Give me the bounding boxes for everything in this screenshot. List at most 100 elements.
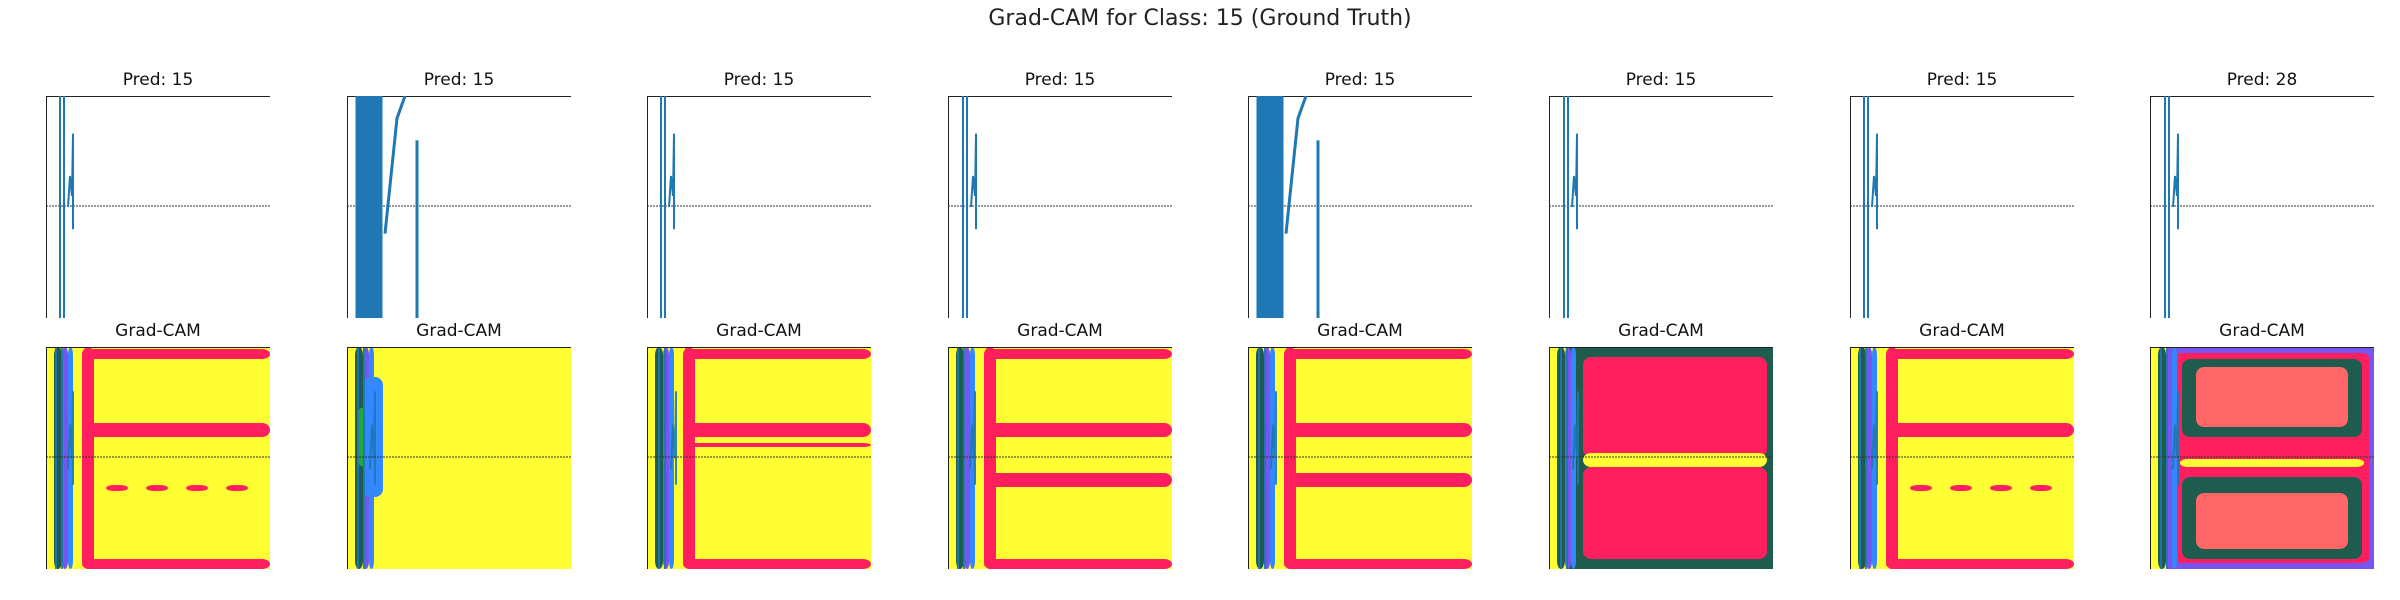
signal-plot <box>2150 96 2374 318</box>
heatmap-band-middle <box>1284 473 1472 487</box>
signal-dense <box>355 96 419 318</box>
signal-spikes <box>55 347 74 569</box>
signal-series <box>1563 96 1578 318</box>
signal-line <box>383 96 407 234</box>
heatmap-blob <box>1950 485 1972 491</box>
signal-dense <box>1256 96 1320 318</box>
signal-plot <box>1850 96 2074 318</box>
heatmap-band-middle <box>82 423 270 437</box>
gradcam-heatmap <box>46 347 270 569</box>
heatmap-band-middle <box>1886 423 2074 437</box>
heatmap-edge <box>964 347 970 569</box>
signal-spikes <box>1560 347 1579 569</box>
heatmap-band-vertical <box>1886 347 1898 569</box>
gradcam-heatmap <box>647 347 871 569</box>
heatmap-band-bottom <box>1886 559 2074 569</box>
signal-series <box>660 96 675 318</box>
gradcam-title: Grad-CAM <box>716 321 802 341</box>
heatmap-band-top <box>683 349 871 359</box>
heatmap-blob <box>186 485 208 491</box>
signal-spikes <box>957 347 976 569</box>
signal-series <box>2164 96 2179 318</box>
heatmap-band-bottom <box>82 559 270 569</box>
heatmap-background <box>46 347 270 569</box>
gradcam-heatmap <box>347 347 571 569</box>
heatmap-band-top <box>1284 349 1472 359</box>
prediction-title: Pred: 15 <box>723 70 795 90</box>
signal-series <box>1863 96 1878 318</box>
prediction-title: Pred: 15 <box>1024 70 1096 90</box>
signal-plot <box>948 96 1172 318</box>
prediction-title: Pred: 15 <box>1926 70 1998 90</box>
heatmap-blob <box>226 485 248 491</box>
gradcam-title: Grad-CAM <box>1618 321 1704 341</box>
heatmap-background <box>1248 347 1472 569</box>
gradcam-heatmap <box>948 347 1172 569</box>
gradcam-heatmap <box>2150 347 2374 569</box>
heatmap-band-vertical <box>82 347 94 569</box>
heatmap-background <box>647 347 871 569</box>
heatmap-background <box>1850 347 2074 569</box>
heatmap-background <box>347 347 571 569</box>
signal-plot <box>647 96 871 318</box>
heatmap-blob <box>146 485 168 491</box>
heatmap-edge <box>68 347 73 569</box>
prediction-title: Pred: 15 <box>122 70 194 90</box>
heatmap-edge <box>970 347 975 569</box>
gradcam-heatmap <box>1248 347 1472 569</box>
prediction-title: Pred: 15 <box>423 70 495 90</box>
gradcam-heatmap <box>1549 347 1773 569</box>
gradcam-title: Grad-CAM <box>2219 321 2305 341</box>
signal-spikes <box>357 347 376 569</box>
prediction-title: Pred: 15 <box>1324 70 1396 90</box>
heatmap-band-vertical <box>683 347 695 569</box>
signal-spikes <box>1258 347 1277 569</box>
heatmap-blob <box>106 485 128 491</box>
heatmap-band-vertical <box>984 347 996 569</box>
signal-spikes <box>2160 347 2179 569</box>
gradcam-title: Grad-CAM <box>416 321 502 341</box>
signal-plot <box>1248 96 1472 318</box>
heatmap-band-top <box>984 349 1172 359</box>
heatmap-band-middle <box>1284 423 1472 437</box>
heatmap-band-yellow <box>2180 459 2364 467</box>
signal-series <box>59 96 74 318</box>
heatmap-blob <box>1990 485 2012 491</box>
heatmap-edge <box>62 347 68 569</box>
signal-spikes <box>1859 347 1878 569</box>
gradcam-title: Grad-CAM <box>1017 321 1103 341</box>
heatmap-region-lower <box>1583 467 1767 559</box>
signal-plot <box>46 96 270 318</box>
heatmap-blob <box>2030 485 2052 491</box>
heatmap-band-bottom <box>683 559 871 569</box>
heatmap-band-thin <box>683 443 871 447</box>
heatmap-band-middle <box>984 473 1172 487</box>
heatmap-band-top <box>82 349 270 359</box>
heatmap-band-middle <box>683 423 871 437</box>
signal-spikes <box>658 347 677 569</box>
heatmap-region-salmon <box>2196 367 2348 427</box>
prediction-title: Pred: 28 <box>2226 70 2298 90</box>
heatmap-band-vertical <box>1284 347 1296 569</box>
gradcam-title: Grad-CAM <box>115 321 201 341</box>
heatmap-band-bottom <box>1284 559 1472 569</box>
signal-line <box>1284 96 1308 234</box>
prediction-title: Pred: 15 <box>1625 70 1697 90</box>
gradcam-heatmap <box>1850 347 2074 569</box>
heatmap-band-top <box>1886 349 2074 359</box>
figure-title: Grad-CAM for Class: 15 (Ground Truth) <box>988 6 1412 31</box>
heatmap-region-upper <box>1583 357 1767 457</box>
heatmap-band-yellow <box>1583 453 1767 467</box>
heatmap-region-salmon <box>2196 493 2348 549</box>
heatmap-band-bottom <box>984 559 1172 569</box>
heatmap-band-middle <box>984 423 1172 437</box>
gradcam-title: Grad-CAM <box>1919 321 2005 341</box>
heatmap-edge <box>1872 347 1877 569</box>
heatmap-background <box>948 347 1172 569</box>
signal-series <box>962 96 977 318</box>
heatmap-edge <box>1866 347 1872 569</box>
gradcam-title: Grad-CAM <box>1317 321 1403 341</box>
signal-plot <box>1549 96 1773 318</box>
heatmap-blob <box>1910 485 1932 491</box>
signal-plot <box>347 96 571 318</box>
